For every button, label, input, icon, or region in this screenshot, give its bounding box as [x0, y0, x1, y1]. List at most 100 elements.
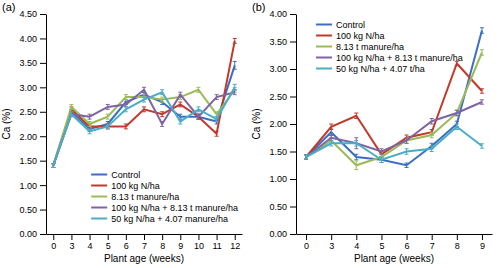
y-tick-label: 4.00: [19, 34, 37, 44]
y-axis-title: Ca (%): [1, 108, 12, 139]
error-bar-cap: [178, 97, 182, 98]
error-bar-stem: [107, 114, 108, 119]
error-bar-cap: [215, 136, 219, 137]
error-bar-cap: [124, 102, 128, 103]
legend-item: 50 kg N/ha + 4.07 t/ha: [316, 64, 425, 74]
error-bar-cap: [480, 93, 484, 94]
y-tick-label: 4.50: [19, 9, 37, 19]
error-bar-cap: [329, 129, 333, 130]
error-bar-stem: [481, 89, 482, 93]
y-tick-label: 4.00: [269, 9, 287, 19]
error-bar-cap: [304, 154, 308, 155]
error-bar-cap: [354, 154, 358, 155]
x-tick-label: 3: [329, 241, 334, 251]
error-bar-cap: [124, 124, 128, 125]
y-tick-mark: [40, 185, 46, 186]
error-bar-cap: [379, 157, 383, 158]
error-bar-cap: [160, 104, 164, 105]
x-tick-label: 8: [160, 241, 165, 251]
error-bar-stem: [481, 144, 482, 148]
error-bar-stem: [198, 107, 199, 112]
error-bar-cap: [106, 128, 110, 129]
error-bar-stem: [306, 155, 307, 159]
error-bar-cap: [88, 114, 92, 115]
error-bar-stem: [431, 146, 432, 152]
error-bar-stem: [53, 164, 54, 168]
error-bar-stem: [144, 107, 145, 112]
error-bar: [196, 107, 200, 112]
x-tick-mark: [432, 234, 433, 240]
error-bar: [88, 129, 92, 134]
error-bar-cap: [106, 104, 110, 105]
y-tick-mark: [290, 69, 296, 70]
x-tick: 3: [329, 234, 334, 251]
y-tick-mark: [290, 124, 296, 125]
error-bar-cap: [455, 110, 459, 111]
error-bar: [124, 124, 128, 129]
error-bar-cap: [124, 99, 128, 100]
x-tick-mark: [482, 234, 483, 240]
error-bar-cap: [304, 159, 308, 160]
error-bar-stem: [89, 114, 90, 119]
error-bar-cap: [379, 148, 383, 149]
error-bar-cap: [160, 126, 164, 127]
error-bar-cap: [304, 154, 308, 155]
x-tick-label: 0: [304, 241, 309, 251]
y-axis: 0.000.501.001.502.002.503.003.504.004.50: [19, 9, 46, 239]
error-bar-stem: [180, 114, 181, 119]
y-tick-mark: [40, 161, 46, 162]
legend-label: 100 kg N/ha + 8.13 t manure/ha: [111, 203, 238, 213]
legend-swatch: [316, 35, 332, 37]
error-bar-cap: [142, 87, 146, 88]
legend-label: Control: [111, 170, 140, 180]
error-bar-stem: [234, 38, 235, 43]
x-tick: 6: [405, 234, 410, 251]
error-bar-cap: [455, 115, 459, 116]
error-bar: [106, 124, 110, 129]
panel-title: (a): [2, 1, 15, 13]
error-bar-cap: [51, 167, 55, 168]
y-axis: 0.000.501.001.502.002.503.003.504.00: [269, 9, 296, 239]
error-bar-cap: [354, 159, 358, 160]
error-bar-cap: [455, 115, 459, 116]
error-bar-stem: [331, 124, 332, 130]
error-bar-stem: [71, 104, 72, 109]
error-bar-stem: [125, 102, 126, 107]
error-bar-cap: [69, 116, 73, 117]
error-bar: [405, 163, 409, 167]
error-bar-stem: [356, 154, 357, 160]
error-bar: [178, 92, 182, 97]
error-bar-cap: [354, 146, 358, 147]
x-tick-label: 7: [142, 241, 147, 251]
error-bar-cap: [480, 148, 484, 149]
error-bar-cap: [88, 126, 92, 127]
error-bar-cap: [329, 124, 333, 125]
y-tick-label: 2.00: [269, 119, 287, 129]
error-bar-stem: [162, 90, 163, 95]
error-bar-cap: [304, 159, 308, 160]
y-tick-label: 1.50: [269, 147, 287, 157]
error-bar-cap: [354, 169, 358, 170]
error-bar-cap: [304, 154, 308, 155]
error-bar-cap: [405, 135, 409, 136]
legend-swatch: [316, 46, 332, 48]
error-bar: [178, 102, 182, 107]
error-bar-stem: [162, 122, 163, 127]
error-bar: [106, 104, 110, 109]
y-tick: 0.50: [19, 205, 46, 215]
error-bar-stem: [107, 104, 108, 109]
error-bar-cap: [480, 143, 484, 144]
error-bar: [142, 97, 146, 102]
error-bar-cap: [354, 140, 358, 141]
series-line: [53, 41, 234, 166]
x-tick-mark: [457, 234, 458, 240]
y-tick: 0.00: [269, 229, 296, 239]
error-bar: [480, 144, 484, 148]
error-bar-stem: [107, 124, 108, 129]
error-bar-cap: [88, 133, 92, 134]
error-bar: [430, 146, 434, 152]
x-tick-mark: [53, 234, 54, 240]
error-bar: [160, 97, 164, 102]
error-bar-cap: [480, 33, 484, 34]
error-bar-cap: [69, 111, 73, 112]
